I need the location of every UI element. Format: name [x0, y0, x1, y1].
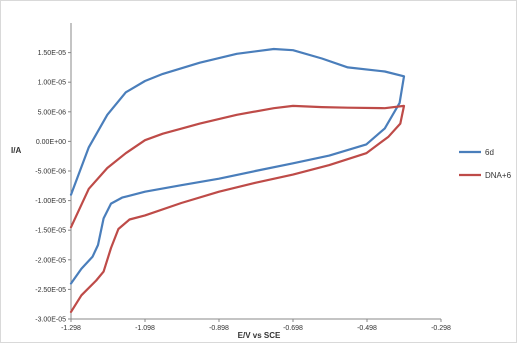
x-tick-label: -0.698 — [283, 325, 303, 332]
y-tick-label: -5.00E-06 — [35, 169, 66, 176]
y-tick-label: 5.00E-06 — [38, 109, 67, 116]
series-line-1 — [69, 47, 406, 285]
x-tick-label: -0.298 — [431, 325, 451, 332]
y-tick-label: 1.00E-05 — [38, 80, 67, 87]
chart-legend: 6d DNA+6 — [459, 148, 512, 180]
x-tick-label: -1.098 — [135, 325, 155, 332]
y-tick-label: -1.00E-05 — [35, 198, 66, 205]
legend-label: 6d — [485, 148, 494, 157]
y-tick-label: -3.00E-05 — [35, 317, 66, 324]
y-tick-label: 1.50E-05 — [38, 50, 67, 57]
x-tick-label: -1.298 — [61, 325, 81, 332]
x-tick-label: -0.498 — [357, 325, 377, 332]
y-tick-label: -1.50E-05 — [35, 228, 66, 235]
x-axis-label: E/V vs SCE — [238, 331, 281, 340]
y-axis-label: I/A — [11, 146, 21, 155]
y-tick-label: -2.50E-05 — [35, 287, 66, 294]
series-line-2 — [69, 104, 406, 313]
x-ticks: -1.298 -1.098 -0.898 -0.698 -0.498 -0.298 — [61, 319, 451, 332]
y-ticks: 1.50E-05 1.00E-05 5.00E-06 0.00E+00 -5.00E-0… — [35, 50, 71, 324]
x-tick-label: -0.898 — [209, 325, 229, 332]
y-tick-label: 0.00E+00 — [36, 139, 66, 146]
legend-label: DNA+6 — [485, 171, 512, 180]
series-layer — [69, 47, 406, 313]
y-tick-label: -2.00E-05 — [35, 257, 66, 264]
